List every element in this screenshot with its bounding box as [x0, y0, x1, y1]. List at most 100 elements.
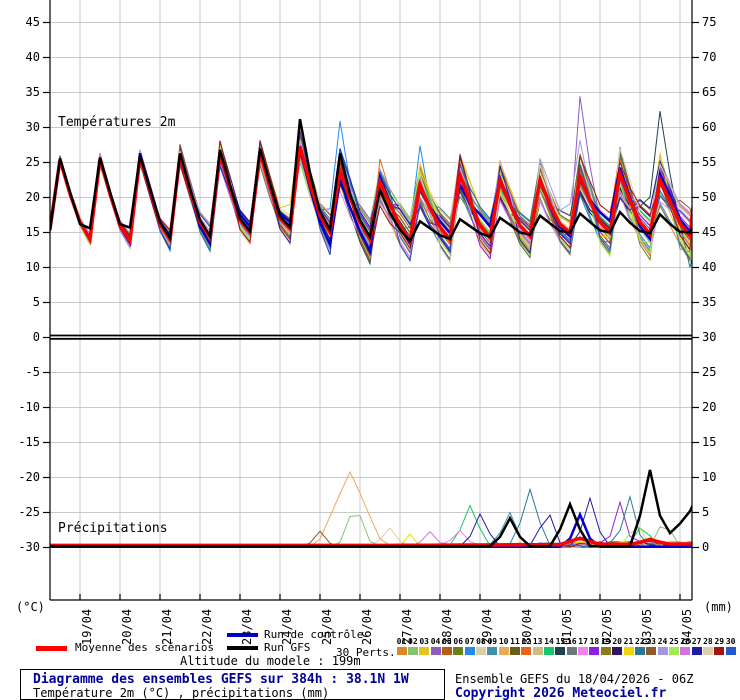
y-axis-label-right: 45	[702, 225, 717, 239]
gfs-temp-line	[50, 118, 692, 244]
perturbation-color-swatch	[544, 647, 555, 655]
y-axis-label-left: -10	[18, 400, 40, 414]
y-axis-label-right: 65	[702, 85, 717, 99]
mean-legend-label: Moyenne des scénarios	[75, 641, 215, 654]
gfs-legend-label: Run GFS	[264, 641, 311, 654]
perturbation-color-swatch	[600, 647, 611, 655]
perturbation-number: 15	[555, 637, 566, 646]
right-axis-unit-label: (mm)	[704, 600, 733, 614]
perturbation-color-swatch	[623, 647, 634, 655]
x-axis-date-label: 22/04	[200, 608, 214, 645]
perturbations-legend-label: 30 Perts.	[336, 646, 396, 659]
perturbation-number: 08	[476, 637, 486, 646]
perturbation-number: 28	[703, 637, 713, 646]
perturbation-number: 04	[430, 637, 441, 646]
perturbation-color-swatch	[566, 647, 577, 655]
model-altitude-label: Altitude du modele : 199m	[180, 654, 361, 668]
y-axis-label-left: 5	[32, 295, 40, 309]
perturbation-color-swatch	[430, 647, 441, 655]
member-precip-line-22	[50, 487, 692, 548]
y-axis-label-right: 25	[702, 365, 717, 379]
perturbation-color-swatch	[487, 647, 498, 655]
perturbation-color-swatch	[691, 647, 702, 655]
perturbation-color-swatch	[634, 647, 645, 655]
y-axis-label-right: 20	[702, 400, 717, 414]
y-axis-label-right: 75	[702, 15, 717, 29]
perturbation-number: 25	[669, 637, 679, 646]
ensemble-plot	[43, 0, 699, 601]
axes	[43, 0, 699, 601]
gfs-legend-line	[227, 646, 258, 650]
x-axis-date-label: 19/04	[80, 608, 94, 645]
perturbation-number: 03	[419, 637, 429, 646]
y-axis-label-left: 25	[25, 155, 40, 169]
y-axis-label-right: 15	[702, 435, 717, 449]
y-axis-label-left: 20	[25, 190, 40, 204]
series-lines	[50, 96, 692, 548]
gfs-precip-line	[50, 469, 692, 548]
perturbation-color-swatch	[419, 647, 430, 655]
copyright-label: Copyright 2026 Meteociel.fr	[455, 686, 667, 700]
perturbation-color-swatch	[680, 647, 691, 655]
diagram-info-box: Diagramme des ensembles GEFS sur 384h : …	[20, 669, 445, 700]
left-axis-unit-label: (°C)	[16, 600, 45, 614]
mean-legend-line	[36, 646, 67, 651]
y-axis-label-right: 60	[702, 120, 717, 134]
perturbation-color-swatch	[646, 647, 657, 655]
y-axis-label-right: 50	[702, 190, 717, 204]
perturbation-color-swatch	[475, 647, 486, 655]
y-axis-label-left: -25	[18, 505, 40, 519]
perturbation-number: 06	[453, 637, 464, 646]
y-axis-label-right: 40	[702, 260, 717, 274]
perturbation-color-swatch	[396, 647, 407, 655]
perturbation-color-swatch	[725, 647, 736, 655]
perturbation-color-swatch	[668, 647, 679, 655]
perturbation-number: 10	[498, 637, 509, 646]
perturbation-color-swatch	[555, 647, 566, 655]
perturbation-number: 21	[623, 637, 634, 646]
perturbation-number: 17	[578, 637, 588, 646]
y-axis-label-left: 15	[25, 225, 40, 239]
y-axis-label-left: -5	[25, 365, 40, 379]
y-axis-label-right: 5	[702, 505, 710, 519]
perturbation-number: 23	[646, 637, 656, 646]
y-axis-label-left: -30	[18, 540, 40, 554]
perturbation-number: 13	[532, 637, 543, 646]
perturbation-number: 11	[510, 637, 520, 646]
perturbation-color-swatch	[532, 647, 543, 655]
y-axis-label-left: 30	[25, 120, 40, 134]
perturbation-color-swatch	[407, 647, 418, 655]
run-info-label: Ensemble GEFS du 18/04/2026 - 06Z	[455, 672, 694, 686]
perturbation-number: 22	[635, 637, 645, 646]
perturbation-color-swatch	[510, 647, 520, 655]
y-axis-label-right: 10	[702, 470, 717, 484]
perturbation-number: 07	[464, 637, 475, 646]
perturbation-color-swatch	[578, 647, 589, 655]
perturbation-color-swatch	[441, 647, 452, 655]
temperature-panel-label: Températures 2m	[58, 115, 176, 130]
y-axis-label-left: 35	[25, 85, 40, 99]
perturbation-number: 26	[680, 637, 691, 646]
y-axis-label-right: 30	[702, 330, 717, 344]
perturbation-number: 02	[408, 637, 418, 646]
y-axis-label-left: 45	[25, 15, 40, 29]
y-axis-label-right: 55	[702, 155, 717, 169]
perturbation-number: 14	[544, 637, 554, 646]
grid	[50, 0, 692, 600]
control-legend-label: Run de contrôle	[264, 628, 364, 641]
y-axis-label-right: 0	[702, 540, 710, 554]
y-axis-label-left: 40	[25, 50, 40, 64]
perturbation-number: 01	[396, 637, 407, 646]
perturbation-number: 27	[691, 637, 702, 646]
perturbation-number: 20	[612, 637, 622, 646]
control-legend-line	[227, 633, 258, 637]
perturbation-color-swatch	[714, 647, 725, 655]
y-axis-label-right: 35	[702, 295, 717, 309]
perturbation-color-swatch	[589, 647, 600, 655]
diagram-subtitle: Température 2m (°C) , précipitations (mm…	[33, 686, 330, 700]
x-axis-date-label: 23/04	[240, 608, 254, 645]
y-axis-label-left: 10	[25, 260, 40, 274]
perturbation-number: 24	[657, 637, 668, 646]
y-axis-label-left: -15	[18, 435, 40, 449]
